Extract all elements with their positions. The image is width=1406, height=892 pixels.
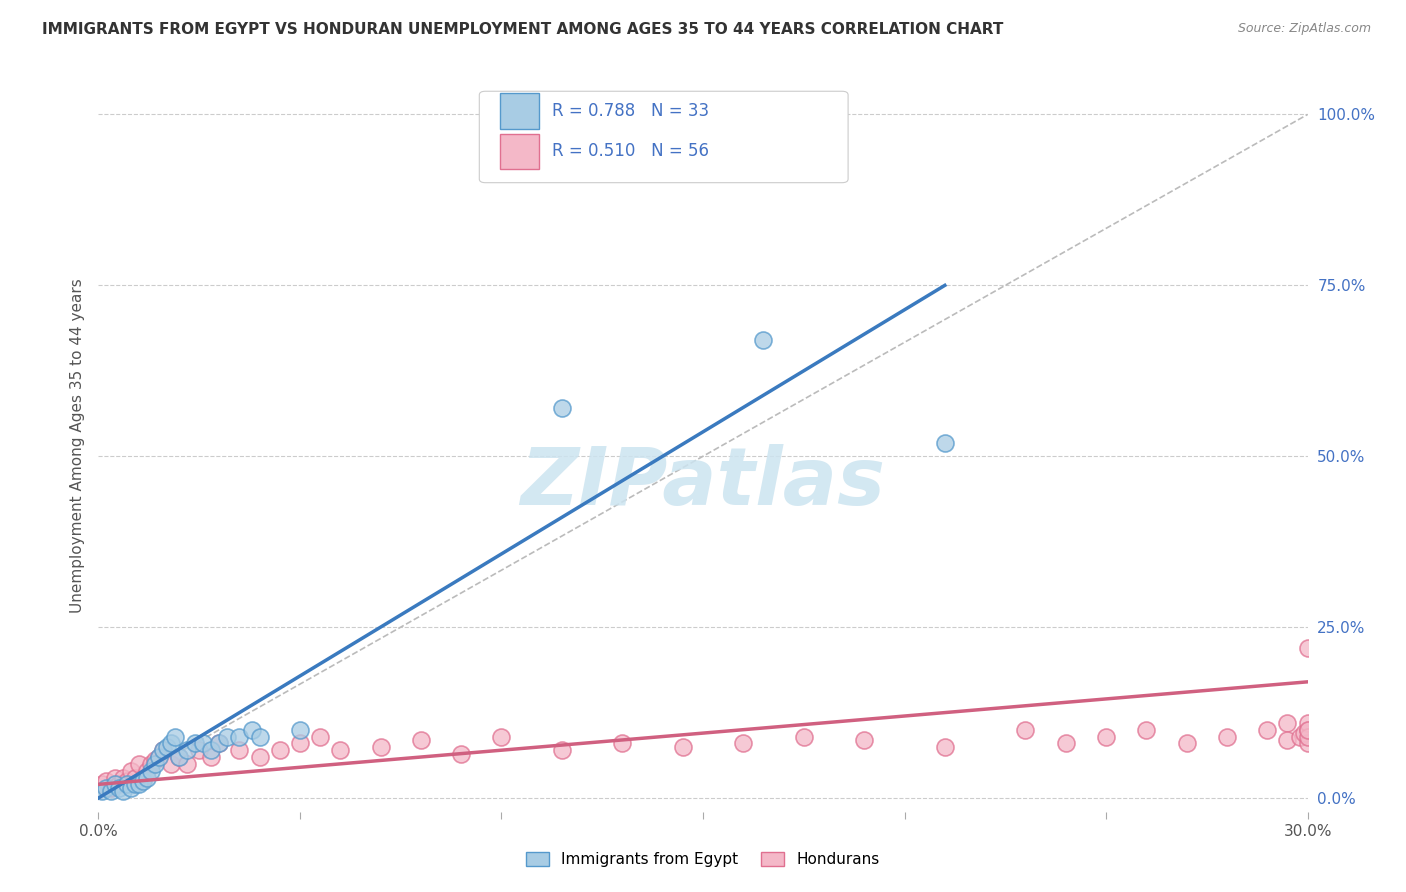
Point <box>100 780 122 795</box>
Text: ZIPatlas: ZIPatlas <box>520 443 886 522</box>
Point <box>1175 736 1198 750</box>
Text: Source: ZipAtlas.com: Source: ZipAtlas.com <box>1237 22 1371 36</box>
Point <box>793 730 815 744</box>
Point <box>160 756 183 771</box>
Point <box>128 777 150 791</box>
Point <box>1296 723 1319 737</box>
Point <box>107 780 129 795</box>
Point <box>115 774 138 789</box>
Point <box>132 771 155 785</box>
Y-axis label: Unemployment Among Ages 35 to 44 years: Unemployment Among Ages 35 to 44 years <box>69 278 84 614</box>
Point <box>188 743 211 757</box>
Point <box>120 780 142 795</box>
Point <box>163 730 186 744</box>
Point <box>1054 736 1077 750</box>
Point <box>228 730 250 744</box>
Point <box>208 736 231 750</box>
Point <box>1296 715 1319 730</box>
FancyBboxPatch shape <box>479 91 848 183</box>
Point <box>143 754 166 768</box>
Point <box>139 756 162 771</box>
Point <box>1135 723 1157 737</box>
Point <box>200 743 222 757</box>
Point <box>240 723 263 737</box>
Point <box>120 764 142 778</box>
Point <box>135 764 157 778</box>
Point <box>934 435 956 450</box>
Point <box>135 771 157 785</box>
Point <box>288 723 311 737</box>
Point <box>853 733 876 747</box>
Point <box>107 777 129 791</box>
Point <box>1216 730 1239 744</box>
Point <box>111 771 134 785</box>
Point <box>132 774 155 789</box>
Point <box>96 774 118 789</box>
Point <box>217 730 239 744</box>
Point <box>551 401 574 416</box>
Legend: Immigrants from Egypt, Hondurans: Immigrants from Egypt, Hondurans <box>520 847 886 873</box>
Point <box>733 736 755 750</box>
Point <box>139 764 162 778</box>
Point <box>1296 640 1319 655</box>
Point <box>148 750 170 764</box>
Point <box>228 743 250 757</box>
Point <box>309 730 332 744</box>
Point <box>491 730 513 744</box>
Point <box>100 784 122 798</box>
Point <box>551 743 574 757</box>
Point <box>1296 723 1319 737</box>
Point <box>124 771 146 785</box>
Point <box>167 750 190 764</box>
Point <box>103 777 125 791</box>
Point <box>1095 730 1118 744</box>
Text: IMMIGRANTS FROM EGYPT VS HONDURAN UNEMPLOYMENT AMONG AGES 35 TO 44 YEARS CORRELA: IMMIGRANTS FROM EGYPT VS HONDURAN UNEMPL… <box>42 22 1004 37</box>
Point <box>167 750 190 764</box>
Point <box>1014 723 1036 737</box>
Point <box>249 750 271 764</box>
Point <box>329 743 352 757</box>
Point <box>269 743 291 757</box>
Point <box>288 736 311 750</box>
Point <box>103 771 125 785</box>
Text: R = 0.510   N = 56: R = 0.510 N = 56 <box>551 143 709 161</box>
Point <box>152 743 174 757</box>
Point <box>184 736 207 750</box>
Point <box>156 739 179 754</box>
Point <box>1296 730 1319 744</box>
Point <box>176 743 198 757</box>
FancyBboxPatch shape <box>501 94 538 128</box>
Point <box>1288 730 1310 744</box>
Text: R = 0.788   N = 33: R = 0.788 N = 33 <box>551 102 709 120</box>
Point <box>148 750 170 764</box>
Point <box>152 743 174 757</box>
Point <box>249 730 271 744</box>
Point <box>91 784 114 798</box>
Point <box>672 739 695 754</box>
Point <box>409 733 432 747</box>
Point <box>208 736 231 750</box>
Point <box>200 750 222 764</box>
Point <box>1277 733 1299 747</box>
Point <box>96 780 118 795</box>
Point <box>91 777 114 791</box>
FancyBboxPatch shape <box>501 134 538 169</box>
Point <box>193 736 215 750</box>
Point <box>1256 723 1278 737</box>
Point <box>124 777 146 791</box>
Point <box>115 777 138 791</box>
Point <box>1277 715 1299 730</box>
Point <box>143 756 166 771</box>
Point <box>450 747 472 761</box>
Point <box>176 756 198 771</box>
Point <box>752 333 775 347</box>
Point <box>1292 726 1315 740</box>
Point <box>934 739 956 754</box>
Point <box>111 784 134 798</box>
Point <box>612 736 634 750</box>
Point <box>160 736 183 750</box>
Point <box>1296 736 1319 750</box>
Point <box>128 756 150 771</box>
Point <box>370 739 392 754</box>
